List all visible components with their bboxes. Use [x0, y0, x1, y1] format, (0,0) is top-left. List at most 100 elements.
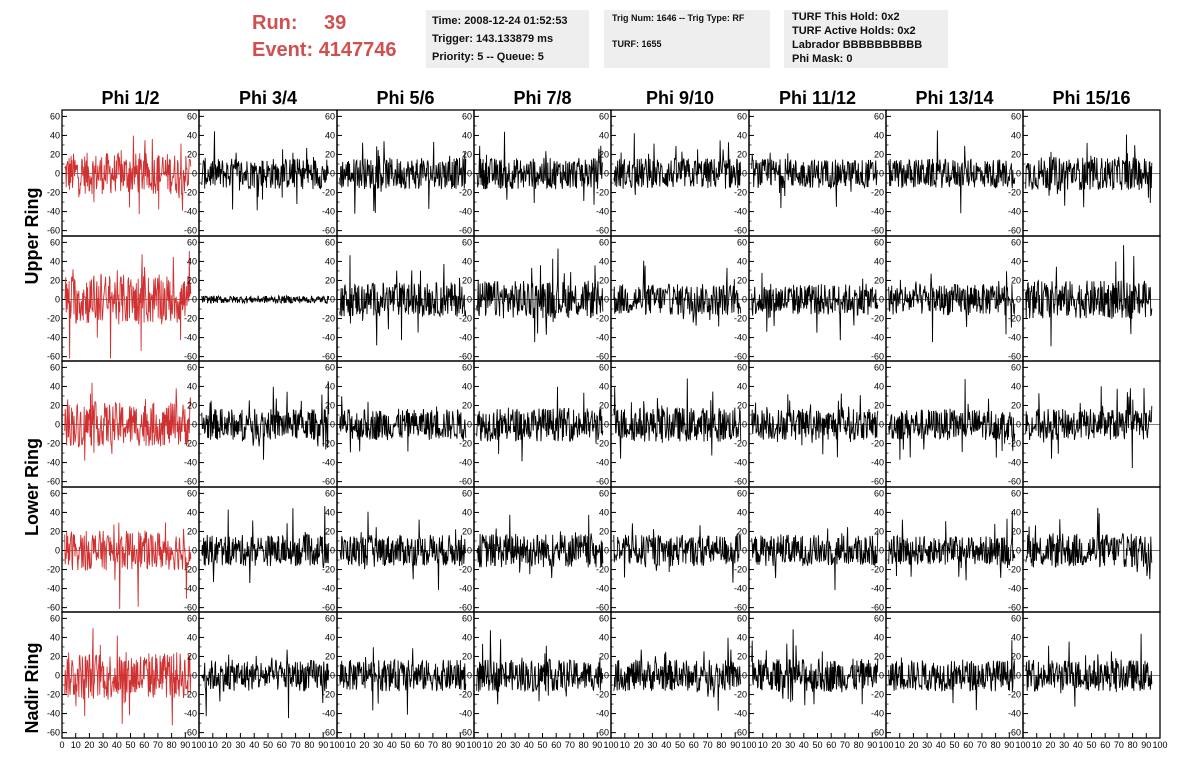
y-tick-label: -60: [184, 477, 197, 487]
y-tick-label: 60: [325, 237, 335, 247]
y-tick-label: 40: [1011, 381, 1021, 391]
trace-r1-c4: [476, 131, 604, 205]
trace-r3-c3: [339, 396, 467, 453]
y-tick-label: 20: [187, 651, 197, 661]
y-tick-label: -20: [1008, 314, 1021, 324]
y-tick-label: 20: [1011, 149, 1021, 159]
row-label-2: Lower Ring: [22, 438, 42, 536]
run-event-box: Run: 39 Event: 4147746: [252, 10, 397, 64]
x-tick-label: 30: [785, 740, 795, 750]
y-tick-label: 0: [467, 546, 472, 556]
x-tick-label: 60: [689, 740, 699, 750]
y-tick-label: 20: [187, 149, 197, 159]
y-tick-label: 20: [599, 400, 609, 410]
y-tick-label: 0: [467, 169, 472, 179]
column-header-7: Phi 13/14: [915, 88, 993, 108]
y-tick-label: -20: [871, 314, 884, 324]
y-tick-label: 60: [462, 111, 472, 121]
y-tick-label: -40: [459, 333, 472, 343]
y-tick-label: 60: [1011, 362, 1021, 372]
y-tick-label: 20: [325, 651, 335, 661]
x-tick-label: 0: [59, 740, 64, 750]
y-tick-label: 0: [879, 546, 884, 556]
y-tick-label: 0: [879, 169, 884, 179]
x-tick-label: 60: [414, 740, 424, 750]
y-tick-label: -40: [1008, 709, 1021, 719]
y-tick-label: 20: [187, 400, 197, 410]
y-tick-label: 40: [874, 381, 884, 391]
y-tick-label: 40: [1011, 130, 1021, 140]
x-tick-label: 40: [936, 740, 946, 750]
y-tick-label: -60: [322, 352, 335, 362]
y-tick-label: -20: [184, 690, 197, 700]
y-tick-label: -40: [184, 458, 197, 468]
y-tick-label: 20: [599, 526, 609, 536]
trace-r2-c4: [476, 248, 604, 343]
y-tick-label: 0: [330, 546, 335, 556]
trace-r3-c2: [201, 381, 330, 460]
y-tick-label: 40: [50, 256, 60, 266]
y-tick-label: -20: [322, 188, 335, 198]
x-tick-label: 70: [840, 740, 850, 750]
y-tick-label: -20: [184, 188, 197, 198]
y-tick-label: -60: [459, 352, 472, 362]
y-tick-label: 20: [187, 275, 197, 285]
y-tick-label: 60: [1011, 111, 1021, 121]
x-tick-label: 100: [878, 740, 893, 750]
y-tick-label: 20: [325, 526, 335, 536]
y-tick-label: 40: [737, 130, 747, 140]
y-tick-label: 0: [742, 671, 747, 681]
y-tick-label: -20: [596, 565, 609, 575]
column-header-5: Phi 9/10: [646, 88, 714, 108]
y-tick-label: -40: [322, 458, 335, 468]
y-tick-label: 40: [874, 507, 884, 517]
trace-r2-c7: [888, 271, 1016, 343]
y-tick-label: -20: [322, 565, 335, 575]
y-tick-label: 0: [330, 169, 335, 179]
x-tick-label: 50: [263, 740, 273, 750]
y-tick-label: 60: [737, 111, 747, 121]
y-tick-label: 60: [187, 362, 197, 372]
y-tick-label: 0: [330, 671, 335, 681]
x-tick-label: 70: [977, 740, 987, 750]
y-tick-label: 0: [192, 671, 197, 681]
x-tick-label: 90: [318, 740, 328, 750]
y-tick-label: 60: [737, 237, 747, 247]
y-tick-label: 40: [325, 381, 335, 391]
event-line: Event: 4147746: [252, 37, 397, 64]
trigger-info-panel: Trig Num: 1646 -- Trig Type: RF TURF: 16…: [604, 10, 770, 68]
x-tick-label: 50: [1086, 740, 1096, 750]
x-tick-label: 50: [949, 740, 959, 750]
y-tick-label: 20: [737, 400, 747, 410]
y-tick-label: -20: [734, 690, 747, 700]
y-tick-label: 60: [50, 111, 60, 121]
y-tick-label: 40: [187, 632, 197, 642]
x-tick-label: 20: [771, 740, 781, 750]
y-tick-label: 40: [462, 130, 472, 140]
y-tick-label: 40: [325, 507, 335, 517]
x-tick-label: 80: [854, 740, 864, 750]
x-tick-label: 30: [235, 740, 245, 750]
y-tick-label: -40: [871, 584, 884, 594]
column-header-6: Phi 11/12: [779, 88, 856, 108]
y-tick-label: 40: [1011, 632, 1021, 642]
trace-r3-c6: [751, 393, 879, 458]
y-tick-label: 0: [55, 420, 60, 430]
turf-info-panel: TURF This Hold: 0x2 TURF Active Holds: 0…: [784, 10, 948, 68]
x-tick-label: 60: [963, 740, 973, 750]
y-tick-label: 20: [737, 275, 747, 285]
y-tick-label: 40: [737, 256, 747, 266]
y-tick-label: 40: [599, 507, 609, 517]
y-tick-label: 0: [55, 169, 60, 179]
y-tick-label: 20: [874, 149, 884, 159]
turf-active-holds-text: TURF Active Holds: 0x2: [792, 25, 916, 37]
y-tick-label: -60: [596, 226, 609, 236]
x-tick-label: 90: [455, 740, 465, 750]
y-tick-label: -40: [184, 584, 197, 594]
y-tick-label: -60: [1008, 226, 1021, 236]
y-tick-label: 60: [599, 237, 609, 247]
y-tick-label: -40: [459, 584, 472, 594]
x-tick-label: 60: [826, 740, 836, 750]
y-tick-label: 0: [192, 546, 197, 556]
y-tick-label: 20: [1011, 400, 1021, 410]
